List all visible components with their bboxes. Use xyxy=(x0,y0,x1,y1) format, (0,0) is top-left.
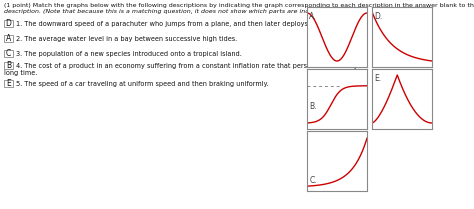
Text: 5. The speed of a car traveling at uniform speed and then braking uniformly.: 5. The speed of a car traveling at unifo… xyxy=(16,81,269,87)
Text: D: D xyxy=(6,19,11,28)
Text: 4. The cost of a product in an economy suffering from a constant inflation rate : 4. The cost of a product in an economy s… xyxy=(16,63,358,69)
FancyBboxPatch shape xyxy=(4,50,13,57)
Text: C.: C. xyxy=(310,176,317,185)
Text: 2. The average water level in a bay between successive high tides.: 2. The average water level in a bay betw… xyxy=(16,36,237,42)
Text: A: A xyxy=(6,34,11,43)
FancyBboxPatch shape xyxy=(4,80,13,87)
FancyBboxPatch shape xyxy=(4,35,13,42)
Text: 3. The population of a new species introduced onto a tropical island.: 3. The population of a new species intro… xyxy=(16,51,242,57)
Text: C: C xyxy=(6,49,11,58)
FancyBboxPatch shape xyxy=(4,62,13,69)
Text: A.: A. xyxy=(310,12,317,21)
Text: D.: D. xyxy=(374,12,383,21)
Text: B: B xyxy=(6,61,11,70)
Text: (1 point) Match the graphs below with the following descriptions by indicating t: (1 point) Match the graphs below with th… xyxy=(4,3,474,8)
FancyBboxPatch shape xyxy=(4,20,13,27)
Text: E.: E. xyxy=(374,74,382,83)
Text: E: E xyxy=(6,79,11,88)
Text: 1. The downward speed of a parachuter who jumps from a plane, and then later dep: 1. The downward speed of a parachuter wh… xyxy=(16,21,359,27)
Text: description. (Note that because this is a matching question, it does not show wh: description. (Note that because this is … xyxy=(4,9,332,14)
Text: long time.: long time. xyxy=(4,70,37,75)
Text: B.: B. xyxy=(310,102,317,111)
